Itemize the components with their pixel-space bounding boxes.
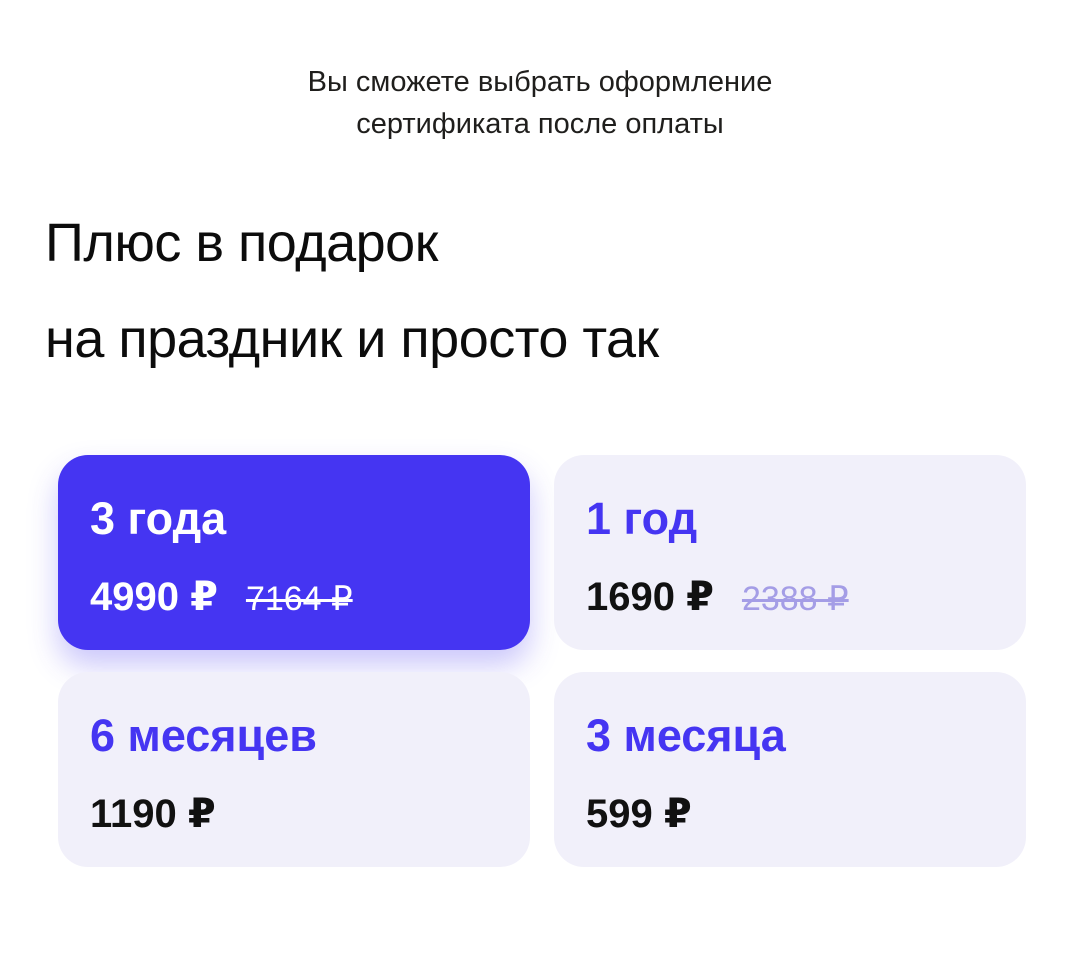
page-title-line2: на праздник и просто так [45,309,659,369]
plan-card-1-year[interactable]: 1 год 1690 ₽ 2388 ₽ [554,455,1026,650]
page-title-line1: Плюс в подарок [45,213,438,273]
plan-price: 1690 ₽ [586,575,714,619]
plan-duration-label: 6 месяцев [90,710,317,761]
price-row: 599 ₽ [586,791,994,837]
plan-old-price: 2388 ₽ [741,580,849,618]
plan-duration-label: 3 года [90,493,227,544]
plan-old-price: 7164 ₽ [245,580,353,618]
plan-options-grid: 3 года 4990 ₽ 7164 ₽ 1 год 1690 ₽ 2388 ₽… [58,455,1026,867]
certificate-note-line2: сертификата после оплаты [356,108,724,140]
plan-duration-label: 3 месяца [586,710,786,761]
plan-price: 599 ₽ [586,792,692,836]
price-row: 1690 ₽ 2388 ₽ [586,574,994,620]
certificate-note: Вы сможете выбрать оформление сертификат… [0,0,1080,145]
price-row: 4990 ₽ 7164 ₽ [90,574,498,620]
certificate-note-line1: Вы сможете выбрать оформление [307,66,773,98]
plan-price: 4990 ₽ [90,575,218,619]
plan-duration-label: 1 год [586,493,698,544]
price-row: 1190 ₽ [90,791,498,837]
page-title: Плюс в подарок на праздник и просто так [45,195,1080,387]
plan-price: 1190 ₽ [90,792,216,836]
plan-card-3-months[interactable]: 3 месяца 599 ₽ [554,672,1026,867]
plan-card-3-years[interactable]: 3 года 4990 ₽ 7164 ₽ [58,455,530,650]
plan-card-6-months[interactable]: 6 месяцев 1190 ₽ [58,672,530,867]
